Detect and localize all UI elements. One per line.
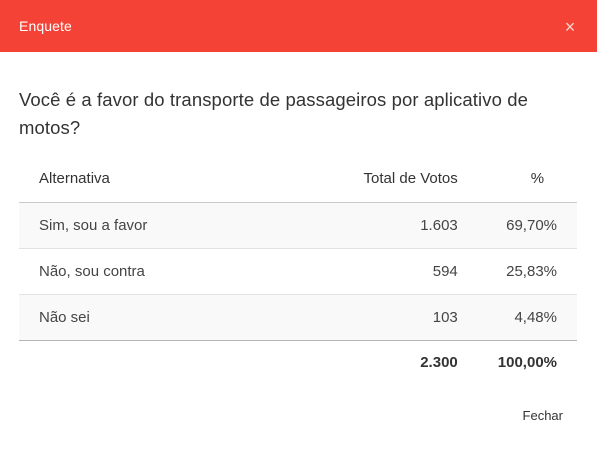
row-label: Não, sou contra xyxy=(19,247,319,294)
table-row: Sim, sou a favor 1.603 69,70% xyxy=(19,202,577,248)
modal-title: Enquete xyxy=(19,18,72,34)
row-percent: 69,70% xyxy=(477,202,577,248)
modal-footer: Fechar xyxy=(523,407,563,425)
total-votes: 2.300 xyxy=(318,340,478,384)
modal-body: Você é a favor do transporte de passagei… xyxy=(0,52,597,384)
close-button[interactable]: Fechar xyxy=(522,408,563,423)
table-row: Não sei 103 4,48% xyxy=(19,293,577,341)
table-row: Não, sou contra 594 25,83% xyxy=(19,247,577,294)
row-percent: 25,83% xyxy=(477,247,577,294)
row-percent: 4,48% xyxy=(477,293,577,341)
row-label: Sim, sou a favor xyxy=(19,202,319,248)
row-label: Não sei xyxy=(19,293,319,341)
close-icon[interactable]: × xyxy=(564,17,576,37)
column-header-votes: Total de Votos xyxy=(318,156,478,203)
table-total-row: 2.300 100,00% xyxy=(19,340,577,384)
poll-question: Você é a favor do transporte de passagei… xyxy=(19,89,528,138)
table-header-row: Alternativa Total de Votos % xyxy=(19,156,577,203)
total-label-cell xyxy=(19,340,319,384)
row-votes: 594 xyxy=(318,247,478,294)
row-votes: 1.603 xyxy=(318,202,478,248)
total-percent: 100,00% xyxy=(477,340,577,384)
column-header-percent: % xyxy=(477,156,577,203)
column-header-alternative: Alternativa xyxy=(19,156,319,203)
modal-header: Enquete × xyxy=(0,0,597,52)
results-table: Alternativa Total de Votos % Sim, sou a … xyxy=(19,156,577,384)
row-votes: 103 xyxy=(318,293,478,341)
